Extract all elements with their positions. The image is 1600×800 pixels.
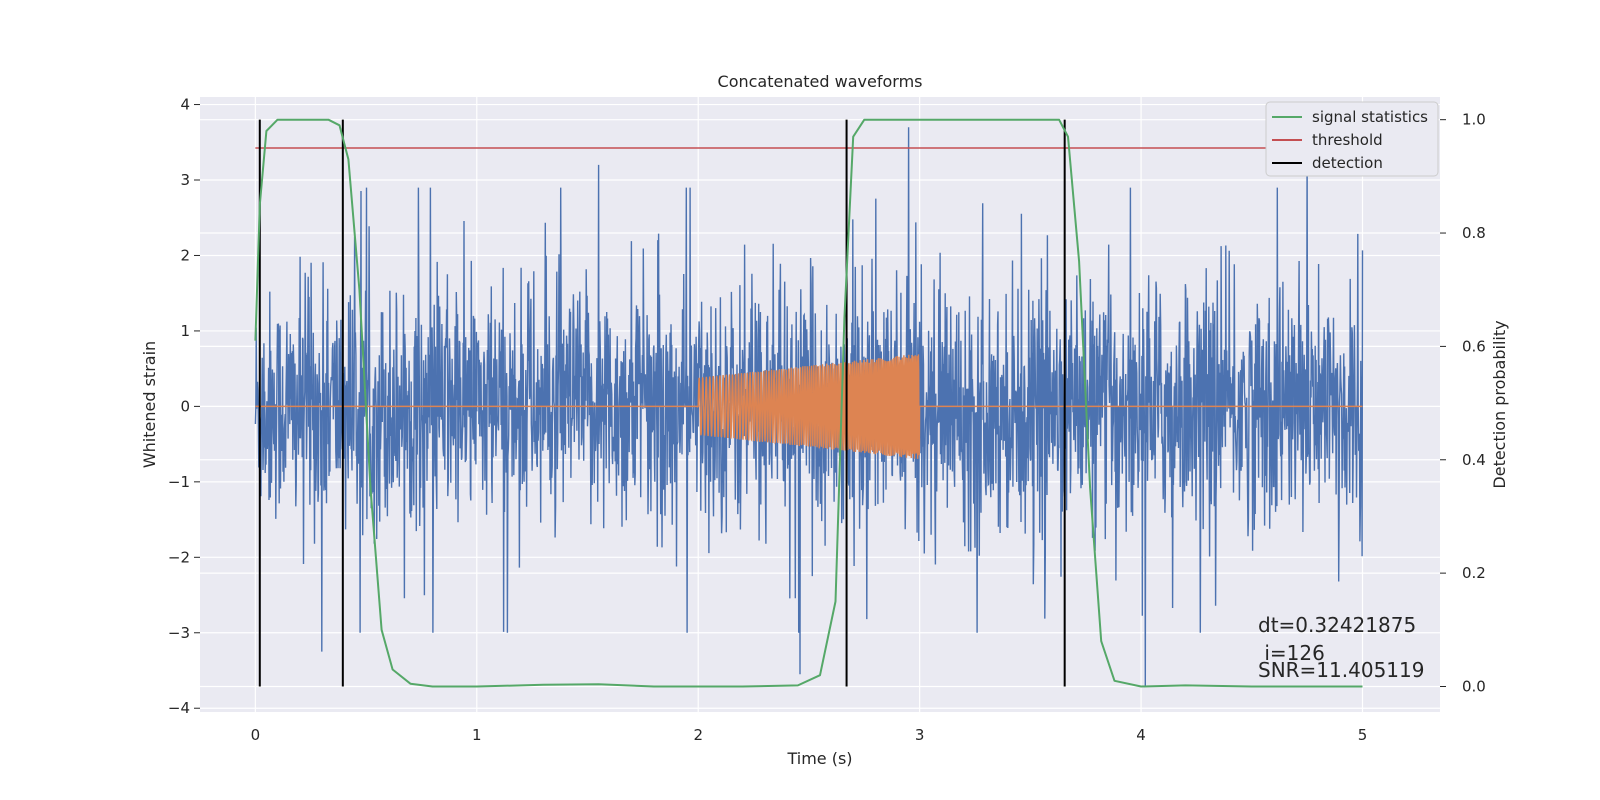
y-tick-label: −4 — [168, 699, 190, 717]
annotation-snr: SNR=11.405119 — [1258, 658, 1424, 682]
x-tick-label: 0 — [251, 726, 261, 744]
legend-label: signal statistics — [1312, 108, 1428, 126]
y-tick-label: 0 — [180, 397, 190, 415]
legend-box — [1265, 101, 1439, 177]
y2-tick-label: 0.0 — [1462, 677, 1486, 695]
data-layer — [254, 118, 1364, 688]
x-axis-label: Time (s) — [786, 749, 852, 768]
y-tick-label: 2 — [180, 246, 190, 264]
x-tick-label: 4 — [1136, 726, 1146, 744]
x-tick-label: 2 — [693, 726, 703, 744]
y-tick-label: −1 — [168, 473, 190, 491]
y-tick-label: 1 — [180, 322, 190, 340]
signal-statistics-line — [254, 118, 1363, 688]
annotation-dt: dt=0.32421875 — [1258, 613, 1416, 637]
x-tick-label: 5 — [1358, 726, 1368, 744]
chart-title: Concatenated waveforms — [718, 72, 923, 91]
y2-axis-label: Detection probability — [1490, 320, 1509, 488]
y2-tick-label: 0.6 — [1462, 337, 1486, 355]
axes: 0 1 2 3 4 5 −4 −3 −2 −1 0 1 2 3 4 0.0 0.2 0.4 0.6 0.8 1.0 — [168, 96, 1486, 744]
y2-tick-label: 0.2 — [1462, 564, 1486, 582]
y2-tick-label: 0.8 — [1462, 224, 1486, 242]
injection-series-line — [255, 354, 1363, 459]
legend-label: threshold — [1312, 131, 1383, 149]
x-tick-label: 3 — [915, 726, 925, 744]
y-tick-label: 3 — [180, 171, 190, 189]
y2-tick-label: 0.4 — [1462, 451, 1486, 469]
y-tick-label: −3 — [168, 624, 190, 642]
annotation-i: i=126 — [1258, 641, 1325, 665]
legend: signal statistics threshold detection — [1265, 101, 1439, 177]
legend-label: detection — [1312, 154, 1383, 172]
y-tick-label: −2 — [168, 548, 190, 566]
y-tick-label: 4 — [180, 96, 190, 114]
y2-tick-label: 1.0 — [1462, 111, 1486, 129]
y-axis-label: Whitened strain — [140, 341, 159, 468]
x-tick-label: 1 — [472, 726, 482, 744]
